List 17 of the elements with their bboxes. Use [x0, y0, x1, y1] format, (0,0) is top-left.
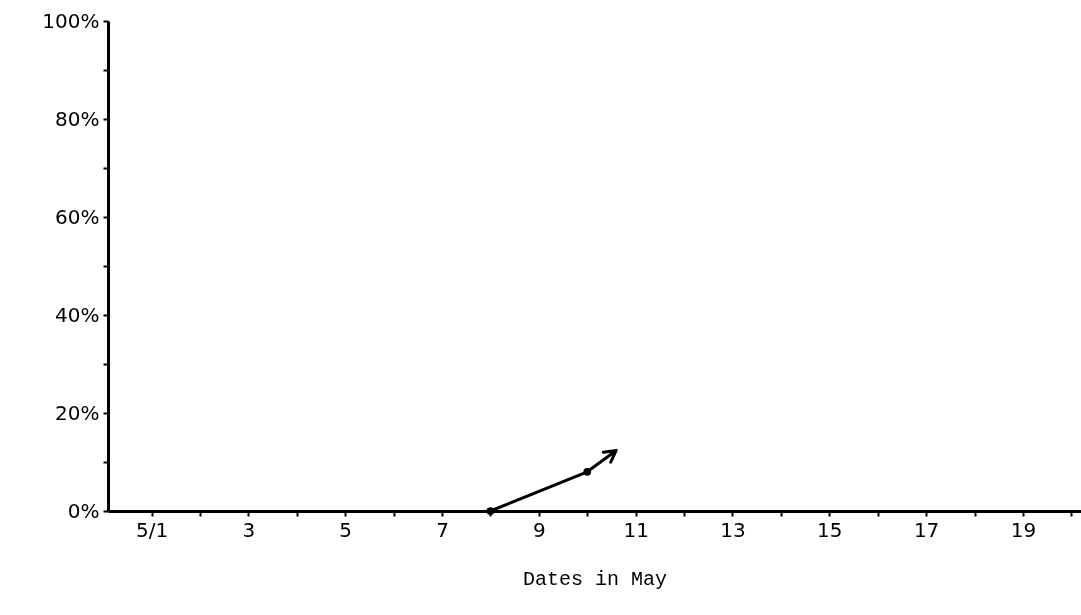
x-tick-label: 15 [817, 517, 843, 542]
x-tick-label: 3 [242, 517, 256, 542]
x-tick-label: 11 [623, 517, 649, 542]
y-tick-label: 80% [55, 106, 100, 131]
y-tick-label: 0% [67, 498, 100, 523]
x-tick-label: 9 [532, 517, 546, 542]
x-tick-label: 7 [436, 517, 449, 542]
x-tick-label: 5/1 [135, 517, 169, 542]
y-tick-label: 40% [55, 302, 100, 327]
y-tick-label: 60% [55, 204, 100, 229]
x-tick-label: 5 [339, 517, 353, 542]
x-axis-title: Dates in May [522, 567, 668, 591]
x-tick-label: 13 [720, 517, 746, 542]
y-tick-label: 20% [55, 400, 100, 425]
x-tick-label: 17 [913, 517, 940, 542]
x-tick-label: 19 [1010, 517, 1037, 542]
y-tick-label: 100% [42, 8, 100, 33]
